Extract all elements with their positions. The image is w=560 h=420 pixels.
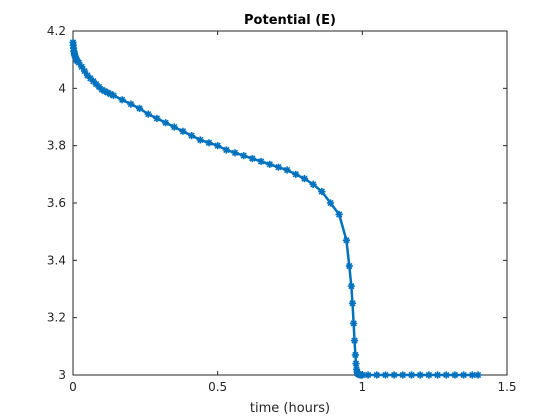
data-point-marker [292, 170, 300, 178]
y-tick-label: 3.8 [47, 139, 66, 153]
data-point-marker [144, 110, 152, 118]
data-point-marker [381, 371, 390, 379]
data-point-marker [326, 199, 335, 207]
data-point-marker [350, 319, 358, 327]
data-point-marker [109, 91, 118, 100]
x-tick-label: 0.5 [208, 380, 227, 394]
data-point-marker [170, 123, 178, 131]
data-point-marker [80, 67, 89, 75]
y-tick-label: 3.4 [47, 253, 66, 267]
data-point-marker [179, 127, 187, 135]
data-point-marker [399, 371, 407, 379]
data-point-marker [350, 337, 359, 345]
axis-ticks: 0 0.5 1 1.5 3 3.2 3.4 3.6 3.8 4 4.2 [47, 24, 517, 394]
data-point-marker [345, 262, 353, 270]
y-tick-label: 3.6 [47, 196, 66, 210]
data-point-marker [358, 371, 366, 379]
data-point-marker [451, 371, 459, 379]
data-point-marker [266, 160, 274, 168]
x-tick-label: 1.5 [497, 380, 516, 394]
data-point-marker [416, 371, 424, 379]
data-point-marker [352, 359, 360, 368]
data-point-marker [364, 371, 372, 379]
plot-area [72, 30, 508, 376]
data-point-marker [347, 282, 355, 290]
data-point-marker [433, 371, 442, 379]
data-point-marker [83, 71, 92, 80]
x-tick-label: 0 [69, 380, 77, 394]
data-point-marker [89, 77, 97, 85]
data-point-marker [257, 157, 265, 166]
data-point-marker [98, 86, 106, 94]
data-point-marker [75, 58, 83, 67]
data-point-marker [390, 371, 398, 379]
data-point-marker [161, 119, 170, 127]
y-tick-label: 4.2 [47, 24, 66, 38]
series-layer [69, 38, 482, 379]
data-point-marker [474, 371, 482, 379]
data-point-marker [127, 100, 135, 108]
data-point-marker [92, 80, 100, 88]
data-point-marker [407, 371, 416, 379]
data-point-marker [373, 371, 381, 379]
data-point-marker [425, 371, 433, 379]
data-point-marker [78, 63, 86, 71]
data-point-marker [188, 132, 196, 140]
y-tick-label: 3 [58, 368, 66, 382]
y-tick-label: 3.2 [47, 311, 66, 325]
data-point-marker [231, 149, 239, 157]
data-point-marker [135, 104, 144, 112]
data-point-marker [101, 87, 109, 95]
y-tick-label: 4 [58, 81, 66, 95]
data-point-marker [222, 146, 230, 154]
data-point-marker [153, 114, 161, 123]
data-point-marker [348, 299, 357, 307]
data-point-marker [248, 154, 256, 163]
data-point-marker [318, 187, 326, 196]
x-axis-title: time (hours) [250, 401, 330, 416]
data-point-marker [442, 371, 450, 379]
data-point-marker [107, 90, 115, 98]
data-point-marker [214, 142, 222, 150]
data-point-marker [342, 236, 351, 244]
data-point-marker [460, 371, 468, 379]
data-point-marker [95, 83, 103, 91]
data-point-marker [351, 351, 359, 359]
data-point-marker [309, 180, 317, 188]
data-point-marker [283, 166, 291, 174]
data-point-marker [300, 175, 309, 183]
data-point-marker [205, 139, 213, 147]
x-tick-label: 1 [359, 380, 367, 394]
data-point-marker [274, 163, 283, 171]
data-point-marker [196, 136, 204, 144]
data-point-marker [240, 152, 248, 160]
chart-title: Potential (E) [244, 13, 336, 28]
data-point-marker [86, 74, 94, 82]
data-point-marker [104, 89, 112, 97]
data-point-marker [335, 210, 343, 219]
data-point-marker [118, 96, 126, 104]
data-point-marker [468, 371, 476, 379]
